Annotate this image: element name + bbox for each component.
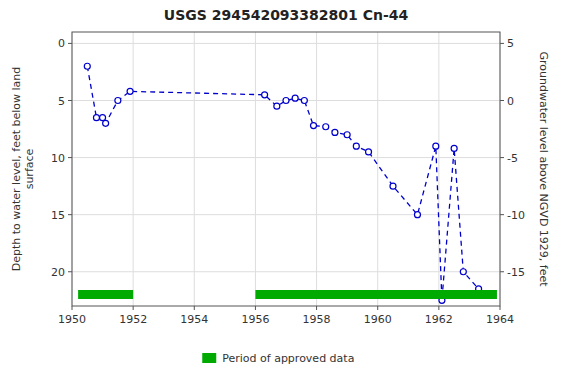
tick-label-y2: 5 bbox=[507, 37, 514, 50]
data-point bbox=[332, 129, 338, 135]
y2-axis-label: Groundwater level above NGVD 1929, feet bbox=[537, 51, 550, 287]
tick-y bbox=[68, 43, 72, 44]
tick-x bbox=[194, 306, 195, 310]
tick-label-x: 1956 bbox=[241, 313, 269, 326]
data-point bbox=[127, 88, 133, 94]
tick-y2 bbox=[500, 157, 504, 158]
y-axis-label-line: Depth to water level, feet below land bbox=[10, 67, 23, 272]
tick-y bbox=[68, 271, 72, 272]
data-point bbox=[115, 98, 121, 104]
legend-swatch bbox=[202, 353, 216, 363]
tick-label-y2: 0 bbox=[507, 95, 514, 108]
tick-label-x: 1952 bbox=[119, 313, 147, 326]
plot-frame bbox=[72, 32, 500, 306]
tick-x bbox=[72, 306, 73, 310]
tick-label-y2: -5 bbox=[507, 152, 518, 165]
data-point bbox=[451, 145, 457, 151]
data-point bbox=[100, 115, 106, 121]
data-point bbox=[292, 95, 298, 101]
data-point bbox=[93, 115, 99, 121]
plot-area bbox=[78, 63, 497, 303]
data-point bbox=[414, 212, 420, 218]
grid-line-y bbox=[72, 271, 500, 272]
data-point bbox=[84, 63, 90, 69]
grid-line-x bbox=[194, 32, 195, 306]
tick-y2 bbox=[500, 214, 504, 215]
tick-x bbox=[255, 306, 256, 310]
grid bbox=[72, 32, 500, 306]
tick-label-y: 0 bbox=[58, 37, 65, 50]
data-point bbox=[390, 183, 396, 189]
data-point bbox=[433, 143, 439, 149]
data-point bbox=[366, 149, 372, 155]
data-point bbox=[301, 98, 307, 104]
tick-label-y: 10 bbox=[51, 152, 65, 165]
tick-label-y2: -10 bbox=[507, 209, 525, 222]
tick-label-x: 1950 bbox=[58, 313, 86, 326]
tick-x bbox=[500, 306, 501, 310]
tick-label-y: 20 bbox=[51, 266, 65, 279]
grid-line-x bbox=[377, 32, 378, 306]
data-point bbox=[344, 132, 350, 138]
tick-y bbox=[68, 100, 72, 101]
tick-label-x: 1960 bbox=[364, 313, 392, 326]
data-point bbox=[274, 103, 280, 109]
grid-line-x bbox=[316, 32, 317, 306]
data-point bbox=[103, 120, 109, 126]
grid-line-y bbox=[72, 157, 500, 158]
grid-line-y bbox=[72, 43, 500, 44]
data-point bbox=[460, 269, 466, 275]
legend-label: Period of approved data bbox=[222, 352, 354, 365]
tick-y2 bbox=[500, 100, 504, 101]
data-point bbox=[311, 123, 317, 129]
tick-x bbox=[133, 306, 134, 310]
tick-x bbox=[377, 306, 378, 310]
legend: Period of approved data bbox=[202, 352, 354, 365]
grid-line-x bbox=[438, 32, 439, 306]
axes: 1950 1952 1954 1956 1958 1960 1962 1964 0 5 10 15 20… bbox=[51, 37, 525, 326]
grid-line-x bbox=[133, 32, 134, 306]
tick-x bbox=[438, 306, 439, 310]
tick-label-y: 15 bbox=[51, 209, 65, 222]
period-bar bbox=[255, 290, 497, 299]
tick-y2 bbox=[500, 43, 504, 44]
grid-line-x bbox=[255, 32, 256, 306]
title: USGS 294542093382801 Cn-44 bbox=[164, 7, 409, 23]
tick-y2 bbox=[500, 271, 504, 272]
tick-x bbox=[316, 306, 317, 310]
tick-label-x: 1958 bbox=[303, 313, 331, 326]
grid-line-y bbox=[72, 214, 500, 215]
tick-label-x: 1962 bbox=[425, 313, 453, 326]
y-axis-label: Depth to water level, feet below landsur… bbox=[10, 67, 36, 272]
data-point bbox=[353, 143, 359, 149]
chart: 1950 1952 1954 1956 1958 1960 1962 1964 0 5 10 15 20… bbox=[0, 0, 576, 384]
tick-y bbox=[68, 214, 72, 215]
tick-label-x: 1964 bbox=[486, 313, 514, 326]
data-point bbox=[323, 124, 329, 130]
period-bar bbox=[78, 290, 133, 299]
tick-label-x: 1954 bbox=[180, 313, 208, 326]
tick-label-y2: -15 bbox=[507, 266, 525, 279]
data-point bbox=[283, 98, 289, 104]
tick-label-y: 5 bbox=[58, 95, 65, 108]
data-point bbox=[262, 92, 268, 98]
data-line bbox=[87, 66, 478, 300]
y-axis-label-line: surface bbox=[23, 148, 36, 189]
tick-y bbox=[68, 157, 72, 158]
